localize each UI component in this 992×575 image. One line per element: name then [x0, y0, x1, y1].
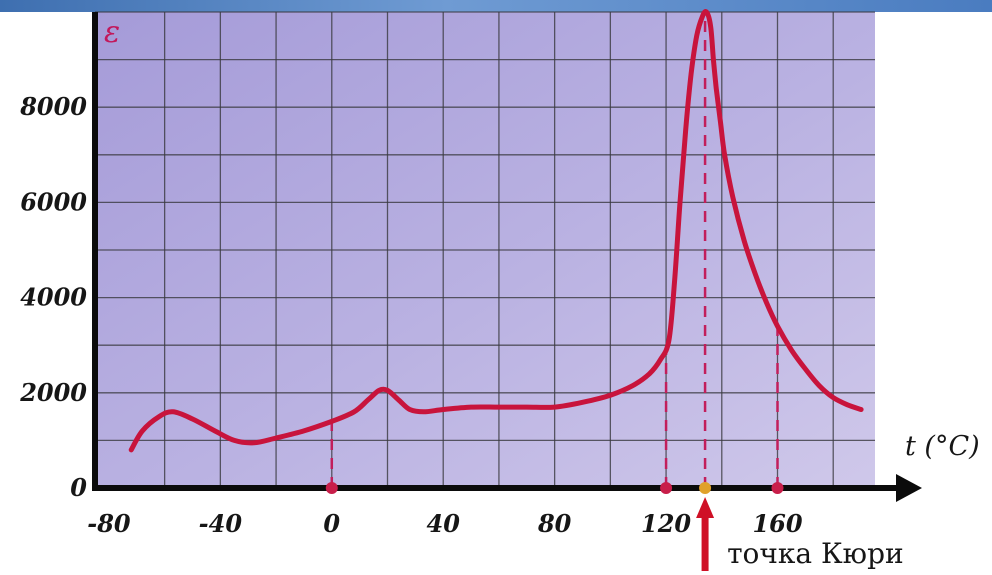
x-tick-label: 160: [752, 509, 802, 538]
y-axis-label: ε: [104, 15, 120, 50]
x-axis-label: t (°C): [905, 431, 980, 462]
top-band: [0, 0, 992, 12]
axis-marker: [771, 482, 784, 494]
axis-marker: [660, 482, 673, 494]
x-tick-label: -80: [87, 509, 131, 538]
y-tick-label: 4000: [20, 283, 87, 312]
curie-point-arrow: [701, 515, 709, 571]
x-tick-label: 120: [641, 509, 691, 538]
x-tick-label: -40: [199, 509, 243, 538]
axis-marker: [325, 482, 338, 494]
y-tick-label: 6000: [20, 187, 87, 216]
axis-markers: [325, 482, 784, 494]
curie-point-arrowhead: [696, 497, 715, 518]
y-tick-label: 0: [70, 473, 87, 502]
tick-labels: -80 -40 0 40 80 120 160 0 2000 4000 6000 8000: [19, 92, 803, 538]
marker-guides: [330, 13, 779, 488]
y-tick-label: 2000: [19, 378, 87, 407]
series-line: [128, 9, 864, 453]
x-tick-label: 40: [427, 509, 461, 538]
curie-point-label: точка Кюри: [727, 537, 904, 570]
curie-point-marker: [699, 482, 712, 494]
y-tick-label: 8000: [19, 92, 87, 121]
x-tick-label: 0: [323, 509, 340, 538]
x-tick-label: 80: [537, 509, 572, 538]
x-axis-arrowhead: [896, 474, 922, 502]
